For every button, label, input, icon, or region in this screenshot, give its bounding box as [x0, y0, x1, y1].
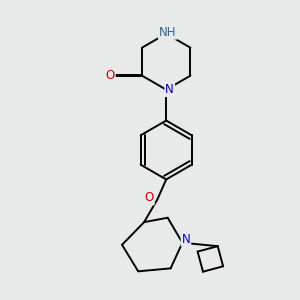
Text: N: N: [165, 83, 174, 96]
Text: O: O: [106, 69, 115, 82]
Text: N: N: [182, 233, 190, 246]
Text: NH: NH: [159, 26, 176, 39]
Text: O: O: [145, 191, 154, 205]
